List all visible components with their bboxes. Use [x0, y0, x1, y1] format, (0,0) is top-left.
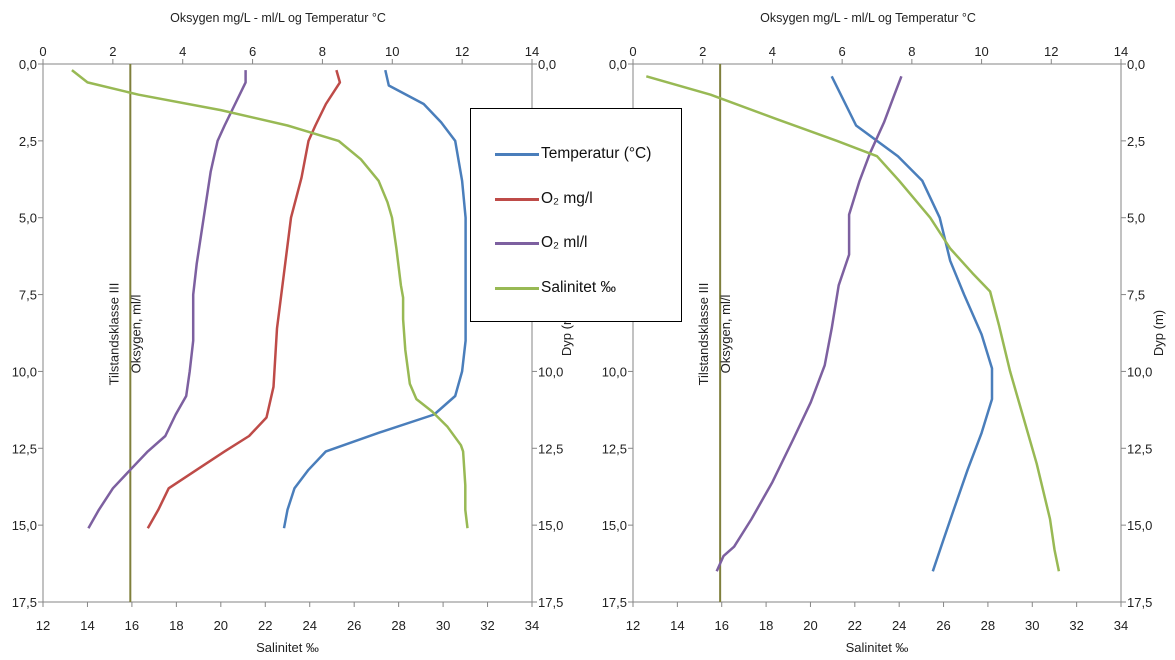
- top-tick-label: 2: [109, 44, 116, 59]
- series-line-o-ml-l: [717, 76, 902, 571]
- series-line-o-mg-l: [148, 70, 340, 528]
- bottom-tick-label: 14: [80, 618, 94, 633]
- bottom-tick-label: 34: [525, 618, 539, 633]
- threshold-label-line1: Tilstandsklasse III: [696, 283, 711, 386]
- top-tick-label: 12: [455, 44, 469, 59]
- y-tick-label-left: 2,5: [19, 134, 37, 149]
- y-tick-label-left: 7,5: [19, 288, 37, 303]
- bottom-tick-label: 32: [480, 618, 494, 633]
- y-tick-label-left: 12,5: [12, 441, 37, 456]
- y-tick-label-right: 12,5: [1127, 441, 1152, 456]
- y-tick-label-right: 15,0: [538, 518, 563, 533]
- y-tick-label-right: 5,0: [1127, 211, 1145, 226]
- y-tick-label-right: 0,0: [538, 57, 556, 72]
- top-tick-label: 12: [1044, 44, 1058, 59]
- y-tick-label-left: 10,0: [602, 364, 627, 379]
- y-tick-label-left: 17,5: [12, 595, 37, 610]
- bottom-tick-label: 12: [36, 618, 50, 633]
- bottom-tick-label: 24: [302, 618, 316, 633]
- y-tick-label-right: 2,5: [1127, 134, 1145, 149]
- y-axis-label: Dyp (m): [1151, 310, 1166, 356]
- y-tick-label-right: 17,5: [538, 595, 563, 610]
- top-tick-label: 10: [385, 44, 399, 59]
- chart-title: Oksygen mg/L - ml/L og Temperatur °C: [760, 11, 976, 25]
- top-tick-label: 0: [39, 44, 46, 59]
- y-tick-label-left: 15,0: [12, 518, 37, 533]
- y-tick-label-left: 0,0: [19, 57, 37, 72]
- bottom-tick-label: 12: [626, 618, 640, 633]
- top-tick-label: 10: [974, 44, 988, 59]
- threshold-label-line2: Oksygen, ml/l: [718, 295, 733, 374]
- bottom-tick-label: 30: [436, 618, 450, 633]
- series-line-temperatur-c: [832, 76, 992, 571]
- legend-item-o2-mgl: O₂ mg/l: [495, 189, 593, 209]
- top-tick-label: 8: [908, 44, 915, 59]
- y-tick-label-right: 10,0: [538, 364, 563, 379]
- legend: Temperatur (°C) O₂ mg/l O₂ ml/l Salinite…: [470, 108, 682, 322]
- bottom-tick-label: 20: [803, 618, 817, 633]
- legend-label-temperature: Temperatur (°C): [541, 145, 651, 163]
- legend-swatch-salinity: [495, 287, 539, 290]
- chart-title: Oksygen mg/L - ml/L og Temperatur °C: [170, 11, 386, 25]
- bottom-tick-label: 16: [125, 618, 139, 633]
- legend-item-o2-mll: O₂ ml/l: [495, 233, 588, 253]
- y-tick-label-right: 12,5: [538, 441, 563, 456]
- threshold-label-line2: Oksygen, ml/l: [128, 295, 143, 374]
- y-tick-label-left: 0,0: [609, 57, 627, 72]
- legend-item-salinity: Salinitet ‰: [495, 278, 616, 298]
- y-tick-label-right: 15,0: [1127, 518, 1152, 533]
- bottom-tick-label: 30: [1025, 618, 1039, 633]
- legend-label-o2-mll: O₂ ml/l: [541, 234, 588, 252]
- legend-swatch-o2-mgl: [495, 198, 539, 201]
- x-axis-label-bottom: Salinitet ‰: [846, 640, 909, 655]
- y-tick-label-left: 17,5: [602, 595, 627, 610]
- bottom-tick-label: 18: [169, 618, 183, 633]
- top-tick-label: 8: [319, 44, 326, 59]
- y-tick-label-right: 0,0: [1127, 57, 1145, 72]
- bottom-tick-label: 16: [714, 618, 728, 633]
- top-tick-label: 4: [769, 44, 776, 59]
- y-tick-label-right: 10,0: [1127, 364, 1152, 379]
- top-tick-label: 0: [629, 44, 636, 59]
- series-line-temperatur-c: [284, 70, 466, 528]
- bottom-tick-label: 26: [936, 618, 950, 633]
- top-tick-label: 2: [699, 44, 706, 59]
- top-tick-label: 6: [249, 44, 256, 59]
- top-tick-label: 4: [179, 44, 186, 59]
- bottom-tick-label: 20: [214, 618, 228, 633]
- y-tick-label-left: 15,0: [602, 518, 627, 533]
- bottom-tick-label: 28: [391, 618, 405, 633]
- legend-label-salinity: Salinitet ‰: [541, 279, 616, 297]
- y-tick-label-left: 5,0: [19, 211, 37, 226]
- bottom-tick-label: 28: [981, 618, 995, 633]
- chart-panel-2: Oksygen mg/L - ml/L og Temperatur °C0 2 4 6…: [602, 11, 1166, 655]
- legend-swatch-temperature: [495, 153, 539, 156]
- bottom-tick-label: 18: [759, 618, 773, 633]
- bottom-tick-label: 22: [848, 618, 862, 633]
- y-tick-label-right: 7,5: [1127, 288, 1145, 303]
- bottom-tick-label: 26: [347, 618, 361, 633]
- y-tick-label-left: 10,0: [12, 364, 37, 379]
- bottom-tick-label: 32: [1069, 618, 1083, 633]
- bottom-tick-label: 14: [670, 618, 684, 633]
- legend-swatch-o2-mll: [495, 242, 539, 245]
- bottom-tick-label: 24: [892, 618, 906, 633]
- legend-item-temperature: Temperatur (°C): [495, 144, 651, 164]
- legend-label-o2-mgl: O₂ mg/l: [541, 190, 593, 208]
- bottom-tick-label: 22: [258, 618, 272, 633]
- threshold-label-line1: Tilstandsklasse III: [106, 283, 121, 386]
- top-tick-label: 6: [839, 44, 846, 59]
- y-tick-label-left: 12,5: [602, 441, 627, 456]
- x-axis-label-bottom: Salinitet ‰: [256, 640, 319, 655]
- y-tick-label-right: 17,5: [1127, 595, 1152, 610]
- bottom-tick-label: 34: [1114, 618, 1128, 633]
